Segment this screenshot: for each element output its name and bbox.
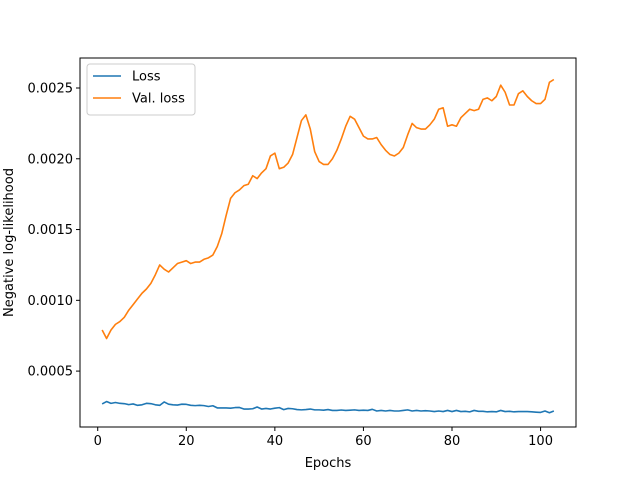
legend-label-loss: Loss xyxy=(132,70,161,85)
x-tick-label: 0 xyxy=(94,434,102,449)
y-tick-label: 0.0015 xyxy=(28,223,74,238)
x-tick-label: 80 xyxy=(444,434,461,449)
x-tick-label: 60 xyxy=(355,434,372,449)
x-tick-label: 40 xyxy=(267,434,284,449)
y-tick-label: 0.0025 xyxy=(28,82,74,97)
x-axis-label: Epochs xyxy=(305,456,352,471)
x-tick-label: 100 xyxy=(528,434,553,449)
y-axis: 0.0005 0.0010 0.0015 0.0020 0.0025 xyxy=(28,82,80,380)
legend: Loss Val. loss xyxy=(86,63,196,116)
x-axis: 0 20 40 60 80 100 xyxy=(94,427,553,449)
y-axis-label: Negative log-likelihood xyxy=(2,168,17,317)
y-tick-label: 0.0010 xyxy=(28,294,74,309)
series-line-loss xyxy=(101,400,555,414)
plot-area-frame xyxy=(79,57,577,428)
legend-label-val-loss: Val. loss xyxy=(132,92,185,107)
plot-lines xyxy=(101,78,555,414)
series-line-val-loss xyxy=(101,78,555,340)
x-tick-label: 20 xyxy=(178,434,195,449)
y-tick-label: 0.0005 xyxy=(28,365,74,380)
y-tick-label: 0.0020 xyxy=(28,152,74,167)
